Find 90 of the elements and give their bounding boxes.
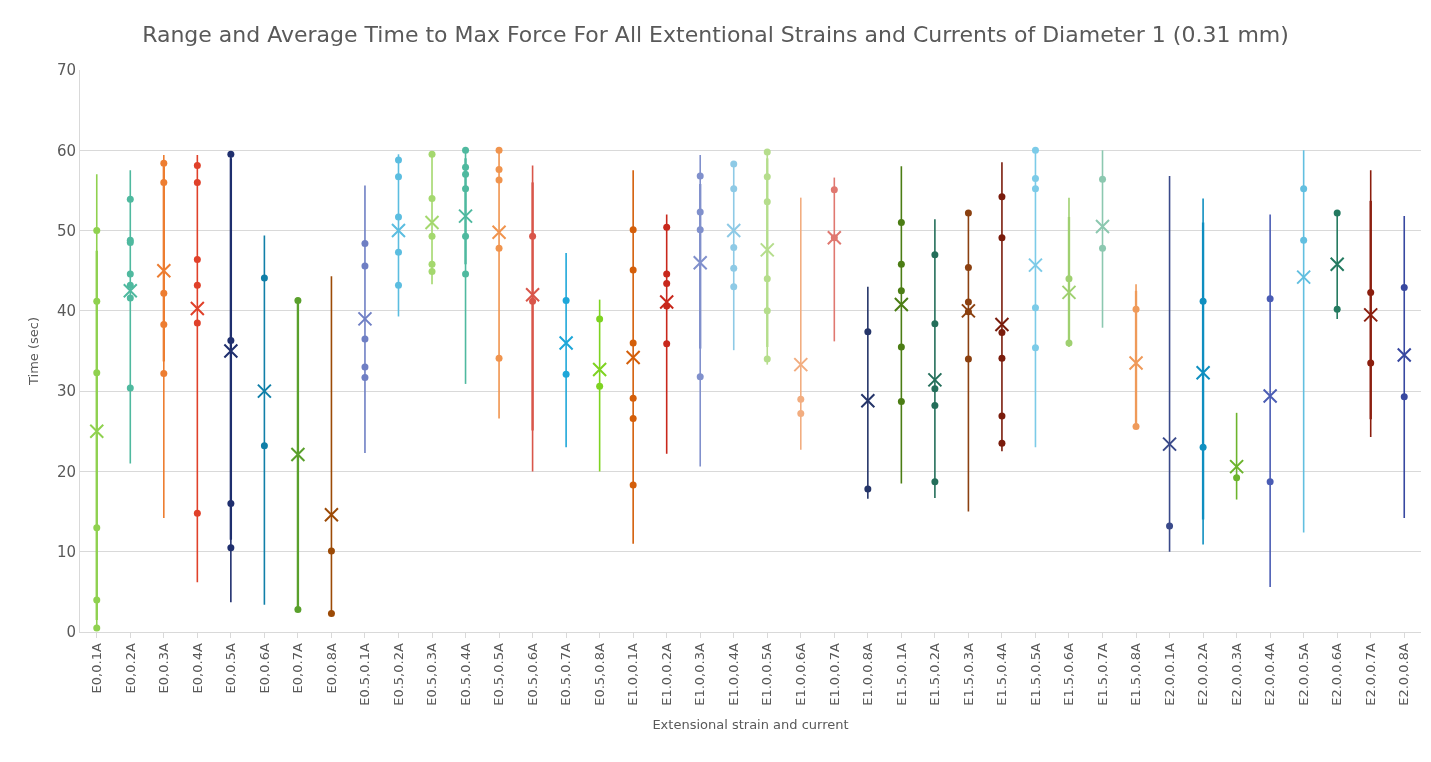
point (189, 300, 205, 316)
x-tick-label: E1.5,0.4A (994, 643, 1010, 706)
x-tick-label: E0.5,0.2A (390, 643, 406, 706)
x-tick-label: E1.5,0.1A (893, 643, 909, 706)
x-tick-label: E0.5,0.3A (424, 643, 440, 706)
point (592, 361, 608, 377)
x-tick-label: E0,0.7A (290, 643, 306, 694)
x-tick-label: E0,0.5A (223, 643, 239, 694)
x-tick-label: E2.0,0.2A (1195, 643, 1211, 706)
point (1363, 307, 1379, 323)
x-axis-title: Extensional strain and current (652, 717, 849, 733)
point (692, 255, 708, 271)
x-tick-label: E0.5,0.7A (558, 643, 574, 706)
point (759, 242, 775, 258)
point (1195, 365, 1211, 381)
x-tick-label: E1.5,0.2A (927, 643, 943, 706)
point (290, 447, 306, 463)
point (793, 357, 809, 373)
y-tick-label: 10 (56, 542, 76, 561)
point (89, 423, 105, 439)
x-tick-label: E1.5,0.8A (1128, 643, 1144, 706)
x-tick-label: E2.0,0.8A (1396, 643, 1412, 706)
x-tick-label: E2.0,0.7A (1362, 643, 1378, 706)
x-tick-label: E0,0.3A (156, 643, 172, 694)
x-tick-label: E0,0.6A (256, 643, 272, 694)
y-tick-label: 50 (56, 221, 76, 240)
x-tick-label: E1.0,0.5A (759, 643, 775, 706)
point (491, 224, 507, 240)
point (1128, 355, 1144, 371)
x-tick-label: E2.0,0.3A (1228, 643, 1244, 706)
x-tick-label: E1.5,0.7A (1094, 643, 1110, 706)
point (323, 507, 339, 523)
point (625, 349, 641, 365)
point (1396, 347, 1412, 363)
point (256, 383, 272, 399)
point (357, 311, 373, 327)
x-tick-label: E2.0,0.5A (1295, 643, 1311, 706)
y-tick-label: 40 (56, 302, 76, 321)
x-tick-label: E1.0,0.1A (625, 643, 641, 706)
x-tick-label: E1.0,0.3A (692, 643, 708, 706)
point (525, 287, 541, 303)
y-tick-label: 20 (56, 462, 76, 481)
x-tick-label: E2.0,0.4A (1262, 643, 1278, 706)
point (1229, 459, 1245, 475)
point (458, 208, 474, 224)
point (156, 263, 172, 279)
point (558, 335, 574, 351)
x-tick-label: E1.0,0.6A (793, 643, 809, 706)
x-tick-label: E1.0,0.8A (860, 643, 876, 706)
point (960, 303, 976, 319)
y-tick-label: 60 (56, 141, 76, 160)
point (1162, 436, 1178, 452)
x-tick-label: E0.5,0.4A (457, 643, 473, 706)
x-tick-label: E1.5,0.6A (1061, 643, 1077, 706)
x-tick-label: E1.0,0.7A (826, 643, 842, 706)
x-tick-label: E0.5,0.8A (591, 643, 607, 706)
x-tick-label: E1.0,0.4A (725, 643, 741, 706)
point (860, 393, 876, 409)
x-tick-label: E2.0,0.1A (1161, 643, 1177, 706)
x-tick-label: E0,0.2A (122, 643, 138, 694)
point (893, 296, 909, 312)
point (726, 223, 742, 239)
point (927, 372, 943, 388)
point (223, 343, 239, 359)
y-tick-label: 0 (66, 623, 76, 642)
x-tick-label: E2.0,0.6A (1329, 643, 1345, 706)
chart-title: Range and Average Time to Max Force For All Extentional Strains and Currents of Diameter 1 (0.31 mm) (142, 22, 1289, 48)
y-tick-label: 30 (56, 382, 76, 401)
x-tick-label: E0.5,0.5A (491, 643, 507, 706)
point (1061, 284, 1077, 300)
point (390, 223, 406, 239)
x-tick-label: E1.5,0.3A (960, 643, 976, 706)
point (424, 215, 440, 231)
point (994, 317, 1010, 333)
point (122, 283, 138, 299)
x-tick-label: E0,0.8A (323, 643, 339, 694)
x-tick-label: E0.5,0.1A (357, 643, 373, 706)
point (1095, 219, 1111, 235)
point (659, 294, 675, 310)
point (1329, 256, 1345, 272)
y-tick-label: 70 (56, 61, 76, 80)
x-tick-label: E0,0.1A (88, 643, 104, 694)
point (1262, 388, 1278, 404)
x-tick-label: E1.0,0.2A (658, 643, 674, 706)
point (1296, 269, 1312, 285)
x-tick-label: E0.5,0.6A (524, 643, 540, 706)
x-tick-label: E0,0.4A (189, 643, 205, 694)
point (1027, 257, 1043, 273)
y-axis-title: Time (sec) (25, 316, 41, 387)
x-tick-label: E1.5,0.5A (1027, 643, 1043, 706)
